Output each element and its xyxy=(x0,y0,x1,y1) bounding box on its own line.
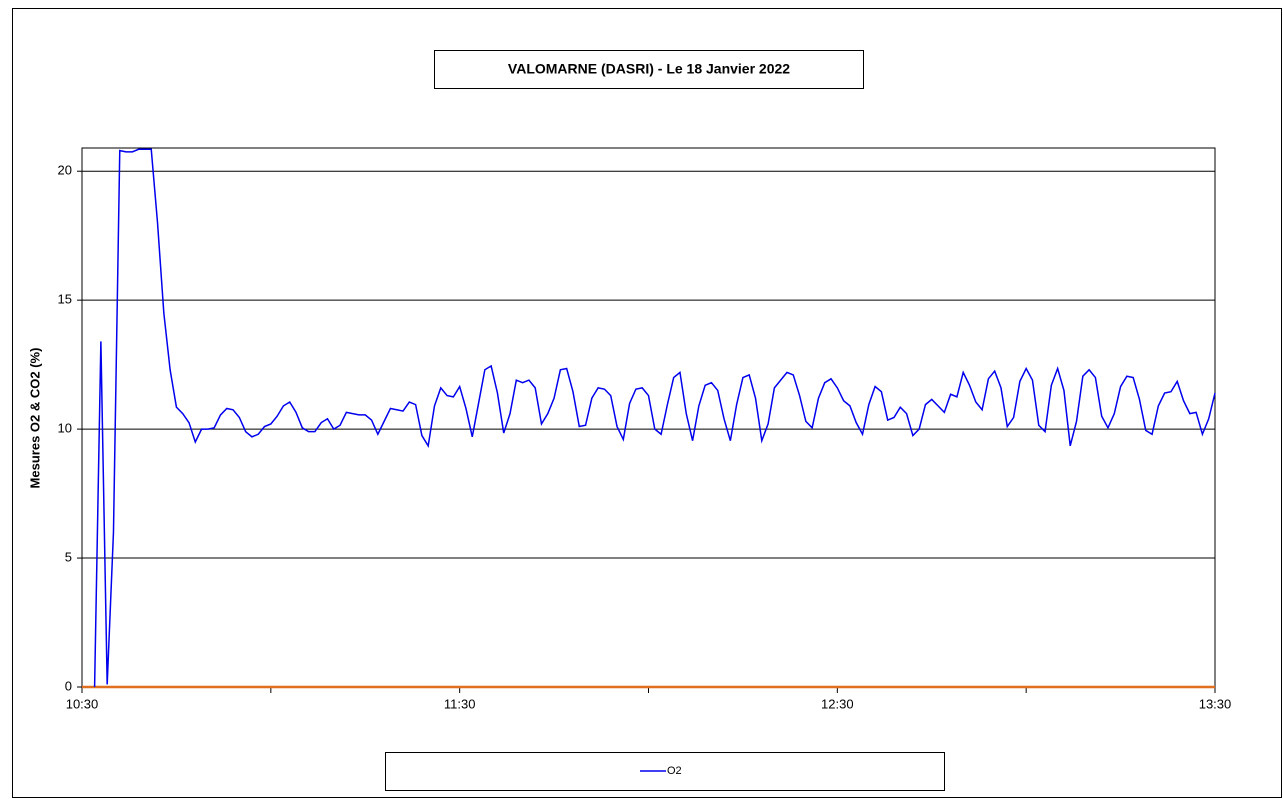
x-tick-label: 10:30 xyxy=(66,696,99,711)
y-axis-label: Mesures O2 & CO2 (%) xyxy=(27,348,42,489)
data-line xyxy=(93,148,1216,688)
chart-title: VALOMARNE (DASRI) - Le 18 Janvier 2022 xyxy=(508,61,790,77)
y-tick-label: 0 xyxy=(65,678,72,693)
y-tick-label: 15 xyxy=(58,292,72,307)
plot-area xyxy=(81,147,1216,688)
y-tick-label: 20 xyxy=(58,163,72,178)
x-tick-label: 13:30 xyxy=(1199,696,1232,711)
legend-label: O2 xyxy=(667,765,682,777)
y-tick-label: 5 xyxy=(65,549,72,564)
y-tick-label: 10 xyxy=(58,421,72,436)
x-tick-label: 12:30 xyxy=(821,696,854,711)
title-box xyxy=(434,50,864,89)
x-tick-label: 11:30 xyxy=(444,696,476,711)
